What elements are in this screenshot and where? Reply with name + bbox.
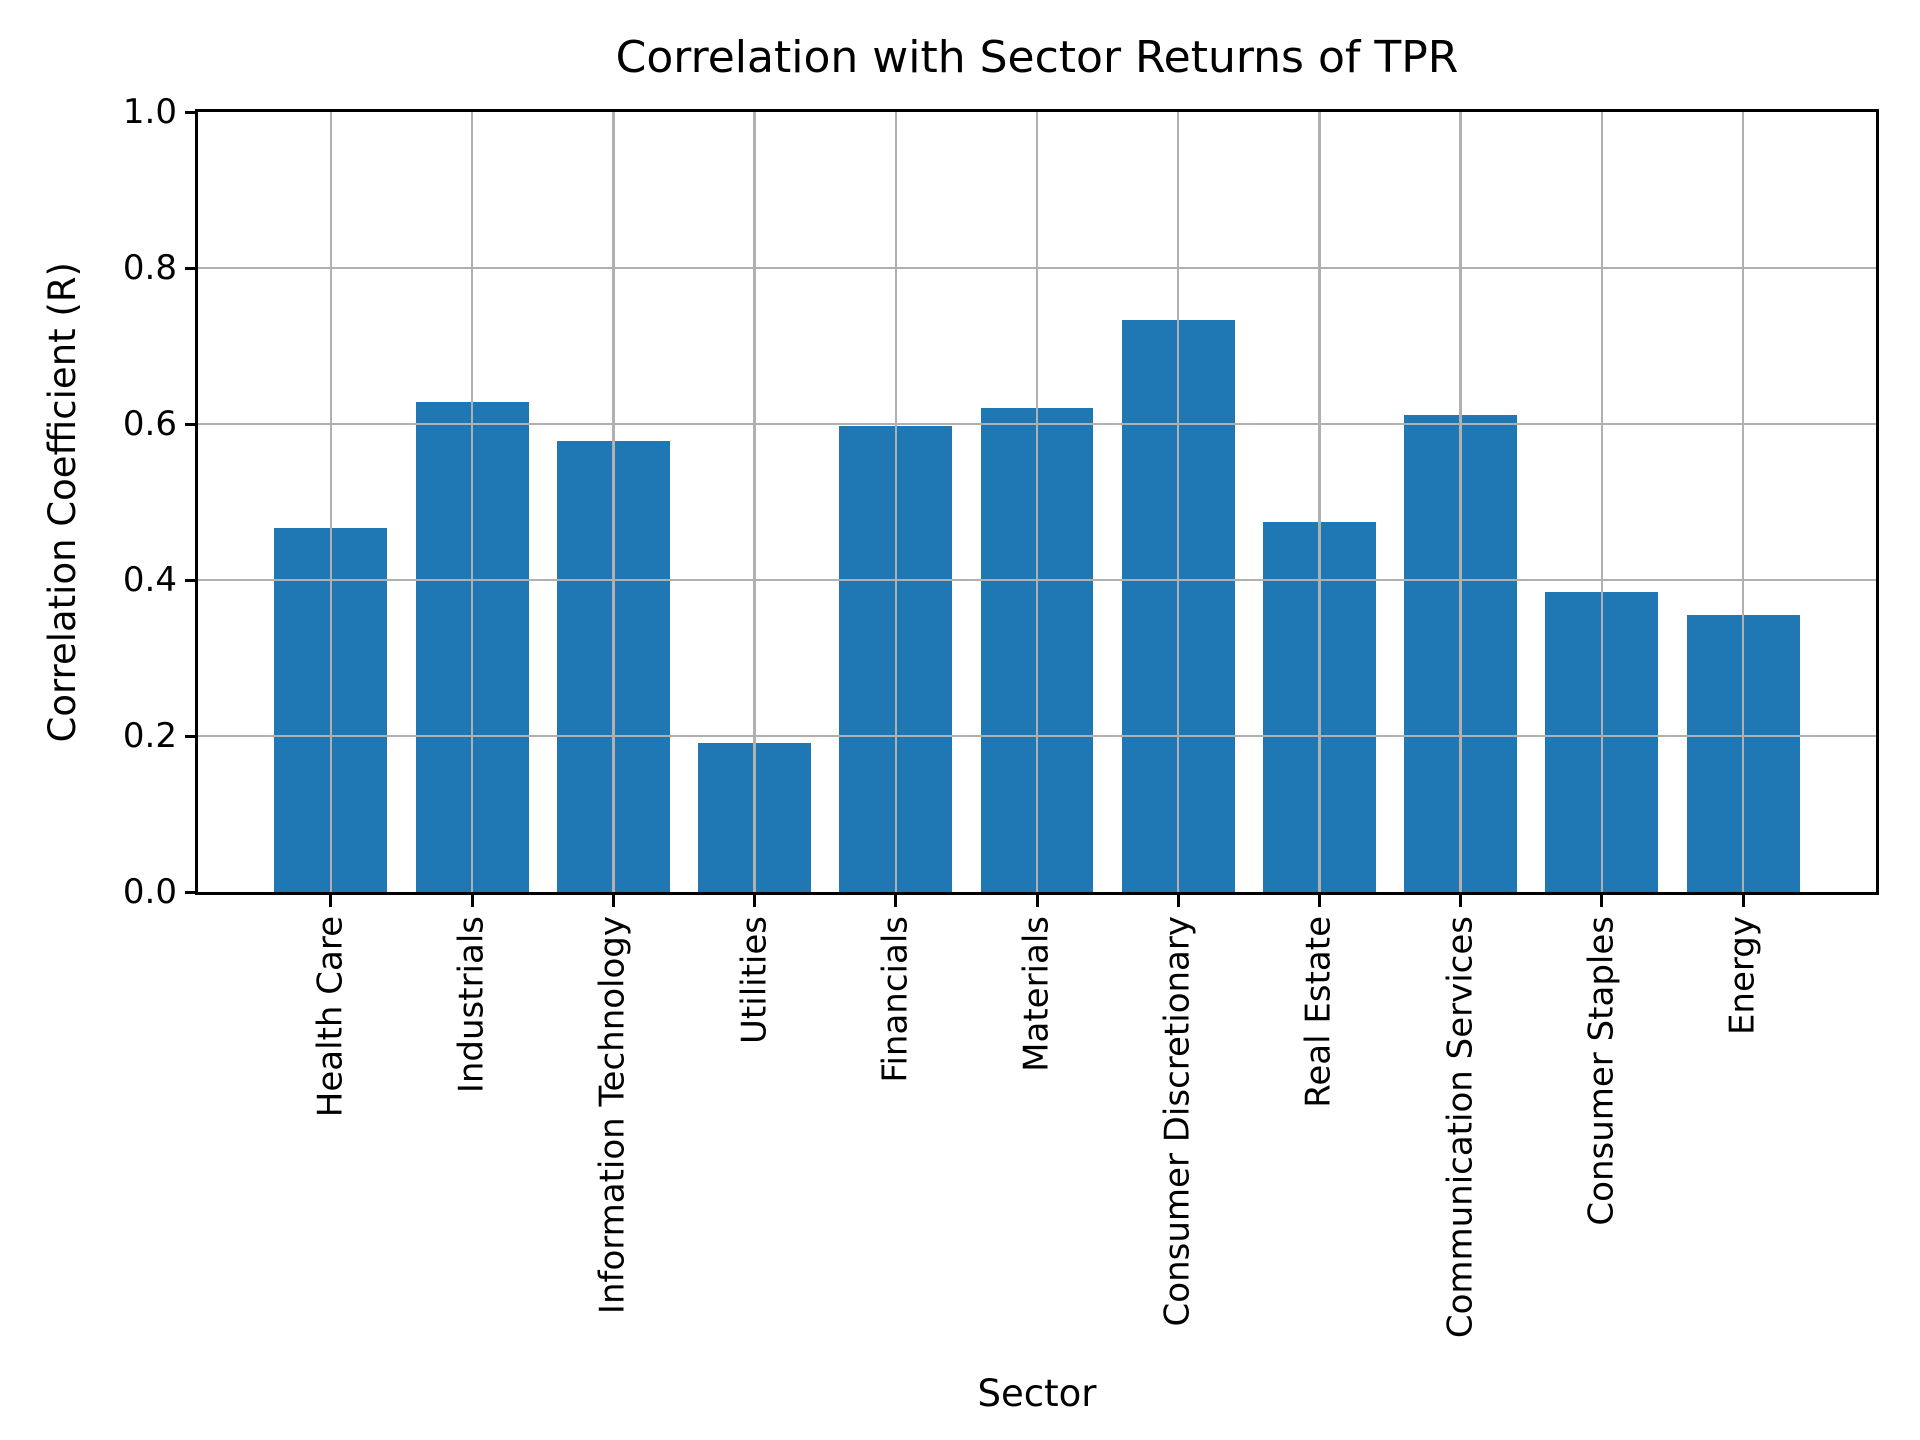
x-tick-label-text: Communication Services [1440, 916, 1481, 1339]
v-gridline-consumer-discretionary [1176, 112, 1180, 892]
x-tick-industrials [470, 895, 474, 907]
y-axis-label-box: Correlation Coefficient (R) [38, 112, 86, 892]
x-tick-health-care [329, 895, 333, 907]
v-gridline-consumer-staples [1600, 112, 1604, 892]
v-gridline-industrials [470, 112, 474, 892]
x-tick-label-real-estate: Real Estate [1298, 916, 1339, 1112]
x-tick-label-text: Health Care [310, 916, 351, 1118]
y-tick-0.6 [185, 422, 195, 426]
x-tick-label-text: Materials [1016, 916, 1057, 1072]
x-tick-label-information-technology: Information Technology [592, 916, 633, 1318]
v-gridline-materials [1035, 112, 1039, 892]
y-axis-label: Correlation Coefficient (R) [40, 261, 84, 743]
x-tick-label-text: Industrials [451, 916, 492, 1094]
chart-title: Correlation with Sector Returns of TPR [615, 32, 1459, 83]
x-tick-label-energy: Energy [1722, 916, 1763, 1039]
y-tick-0.8 [185, 266, 195, 270]
y-tick-label-0.0: 0.0 [122, 872, 177, 912]
v-gridline-information-technology [612, 112, 615, 892]
x-tick-label-text: Consumer Discretionary [1157, 916, 1198, 1327]
x-tick-consumer-staples [1600, 895, 1604, 907]
x-tick-label-text: Financials [875, 916, 916, 1083]
x-tick-label-utilities: Utilities [733, 916, 774, 1048]
x-tick-information-technology [611, 895, 615, 907]
x-tick-utilities [753, 895, 756, 907]
y-tick-label-0.2: 0.2 [122, 716, 177, 756]
x-tick-materials [1035, 895, 1039, 907]
x-tick-label-materials: Materials [1016, 916, 1057, 1076]
v-gridline-communication-services [1459, 112, 1462, 892]
y-tick-0.0 [185, 890, 195, 894]
x-tick-label-consumer-staples: Consumer Staples [1581, 916, 1622, 1230]
y-tick-label-1.0: 1.0 [122, 92, 177, 132]
x-tick-label-text: Information Technology [592, 916, 633, 1315]
x-tick-consumer-discretionary [1176, 895, 1180, 907]
x-tick-label-industrials: Industrials [451, 916, 492, 1097]
v-gridline-health-care [329, 112, 333, 892]
y-tick-0.2 [185, 734, 195, 738]
v-gridline-financials [894, 112, 897, 892]
x-tick-communication-services [1459, 895, 1463, 907]
x-tick-real-estate [1317, 895, 1321, 907]
x-tick-label-text: Energy [1722, 916, 1763, 1036]
x-tick-label-text: Utilities [733, 916, 774, 1044]
y-tick-label-0.8: 0.8 [122, 248, 177, 288]
y-tick-label-0.6: 0.6 [122, 404, 177, 444]
y-tick-label-0.4: 0.4 [122, 560, 177, 600]
x-tick-label-text: Real Estate [1298, 916, 1339, 1108]
v-gridline-utilities [753, 112, 756, 892]
y-tick-0.4 [185, 578, 195, 582]
x-tick-label-financials: Financials [875, 916, 916, 1087]
plot-area [195, 109, 1879, 895]
y-tick-1.0 [185, 110, 195, 114]
x-tick-label-communication-services: Communication Services [1440, 916, 1481, 1342]
v-gridline-real-estate [1318, 112, 1321, 892]
x-tick-label-text: Consumer Staples [1581, 916, 1622, 1226]
x-tick-financials [894, 895, 898, 907]
x-tick-label-health-care: Health Care [310, 916, 351, 1121]
v-gridline-energy [1741, 112, 1745, 892]
x-axis-label: Sector [977, 1372, 1097, 1415]
x-tick-label-consumer-discretionary: Consumer Discretionary [1157, 916, 1198, 1330]
x-tick-energy [1741, 895, 1745, 907]
